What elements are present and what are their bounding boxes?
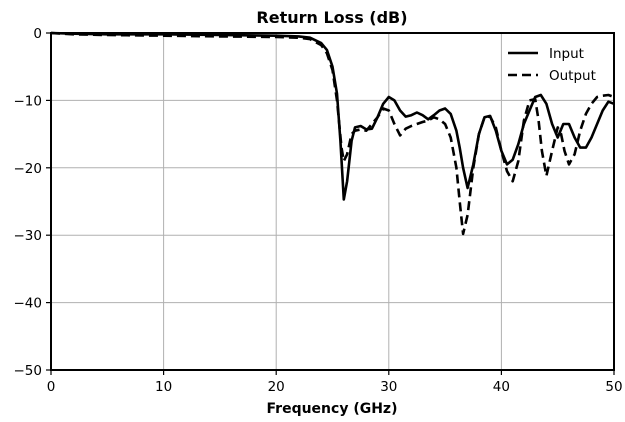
x-tick-label: 20 bbox=[268, 379, 285, 395]
y-tick-label: −50 bbox=[14, 363, 43, 379]
plot-frame bbox=[50, 32, 615, 371]
legend-label-input: Input bbox=[549, 46, 584, 62]
x-tick-label: 50 bbox=[605, 379, 622, 395]
x-tick-label: 40 bbox=[493, 379, 510, 395]
series-line-output bbox=[50, 31, 615, 236]
y-tick-label: −40 bbox=[14, 296, 43, 312]
x-tick-label: 0 bbox=[47, 379, 56, 395]
legend-label-output: Output bbox=[549, 68, 596, 84]
chart-title: Return Loss (dB) bbox=[256, 8, 407, 27]
x-tick-label: 30 bbox=[380, 379, 397, 395]
y-tick-label: −30 bbox=[14, 228, 43, 244]
x-axis-label: Frequency (GHz) bbox=[267, 401, 398, 417]
x-tick-label: 10 bbox=[155, 379, 172, 395]
y-tick-label: −20 bbox=[14, 161, 43, 177]
series-lines bbox=[50, 31, 615, 236]
legend: Input Output bbox=[508, 46, 596, 84]
grid-lines bbox=[51, 33, 614, 370]
y-tick-label: −10 bbox=[14, 93, 43, 109]
y-tick-label: 0 bbox=[33, 26, 42, 42]
axis-ticks: 0 10 20 30 40 50 0 −10 −20 −30 −40 −50 bbox=[14, 26, 623, 395]
